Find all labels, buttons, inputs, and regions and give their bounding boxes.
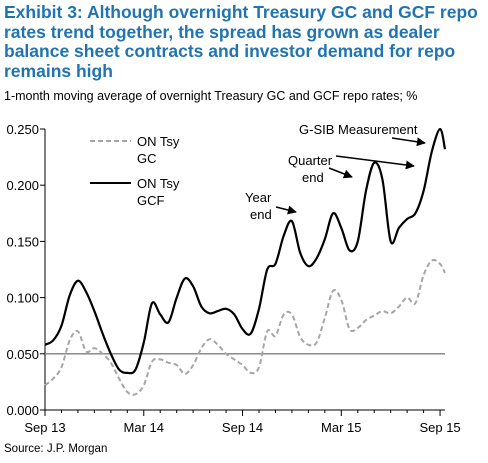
legend-label-gcf-line2: GCF [137, 193, 165, 208]
y-tick-label: 0.100 [6, 291, 39, 306]
source-note: Source: J.P. Morgan [4, 443, 108, 455]
y-tick-label: 0.150 [6, 234, 39, 249]
annotation-year-line2: end [250, 207, 272, 222]
annotation-gsib-arrow [391, 137, 426, 147]
y-tick-label: 0.000 [6, 403, 39, 418]
x-tick-label: Mar 14 [124, 420, 164, 435]
y-tick-label: 0.050 [6, 347, 39, 362]
chart-title: Exhibit 3: Although overnight Treasury G… [4, 2, 478, 81]
legend-label-gc-line2: GC [137, 151, 157, 166]
x-tick-label: Sep 13 [24, 420, 65, 435]
x-tick-label: Mar 15 [321, 420, 361, 435]
annotation-quarter-line2: end [302, 170, 324, 185]
x-tick-label: Sep 15 [419, 420, 460, 435]
y-tick-label: 0.250 [6, 122, 39, 137]
series-line-on-tsy-gc [44, 258, 446, 396]
annotation-quarter-arrow-1 [335, 155, 415, 170]
annotation-quarter-arrow-2 [328, 167, 353, 179]
annotation-gsib: G-SIB Measurement [299, 122, 418, 137]
annotation-year-arrow [275, 205, 297, 215]
series-line-on-tsy-gcf [44, 127, 447, 375]
y-tick-label: 0.200 [6, 178, 39, 193]
legend-label-gcf-line1: ON Tsy [137, 176, 180, 191]
chart-subtitle: 1-month moving average of overnight Trea… [4, 89, 418, 103]
annotation-year-line1: Year [245, 190, 272, 205]
annotation-quarter-line1: Quarter [288, 153, 333, 168]
x-tick-label: Sep 14 [222, 420, 263, 435]
legend-label-gc-line1: ON Tsy [137, 134, 180, 149]
